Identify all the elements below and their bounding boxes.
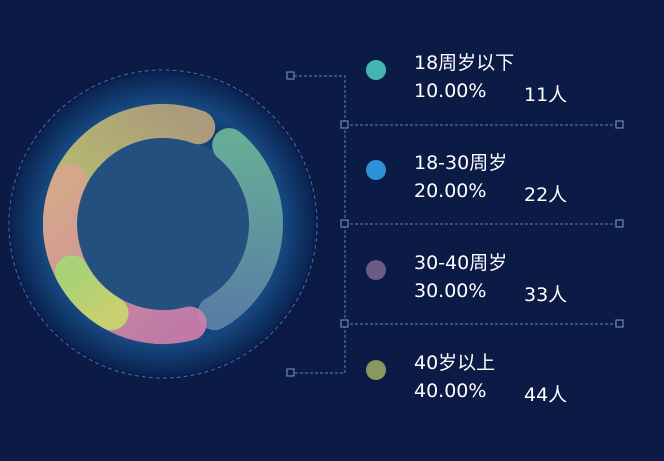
outer-dashed-circle	[8, 69, 318, 379]
legend-percent-4: 40.00%	[414, 380, 487, 402]
leader-markers	[286, 71, 624, 377]
legend-count-1: 11人	[524, 84, 568, 106]
legend-dot-4	[366, 360, 386, 380]
legend-percent-2: 20.00%	[414, 180, 487, 202]
legend-count-2: 22人	[524, 184, 568, 206]
legend-label-3: 30-40周岁	[414, 252, 508, 274]
legend-label-4: 40岁以上	[414, 352, 496, 374]
ring-segment-4	[55, 255, 129, 331]
ring-segment-1	[197, 128, 283, 331]
legend-dot-3	[366, 260, 386, 280]
legend-dot-1	[366, 60, 386, 80]
legend-dot-2	[366, 160, 386, 180]
inner-disc	[75, 136, 251, 312]
leader-lines	[294, 75, 620, 374]
legend-label-1: 18周岁以下	[414, 52, 515, 74]
legend-percent-3: 30.00%	[414, 280, 487, 302]
legend-item-3: 30-40周岁 30.00% 33人	[364, 248, 644, 318]
legend-item-1: 18周岁以下 10.00% 11人	[364, 48, 644, 118]
legend-count-4: 44人	[524, 384, 568, 406]
legend-percent-1: 10.00%	[414, 80, 487, 102]
legend-item-4: 40岁以上 40.00% 44人	[364, 348, 644, 418]
ring-segments	[43, 104, 283, 344]
legend-item-2: 18-30周岁 20.00% 22人	[364, 148, 644, 218]
legend-count-3: 33人	[524, 284, 568, 306]
legend-label-2: 18-30周岁	[414, 152, 508, 174]
